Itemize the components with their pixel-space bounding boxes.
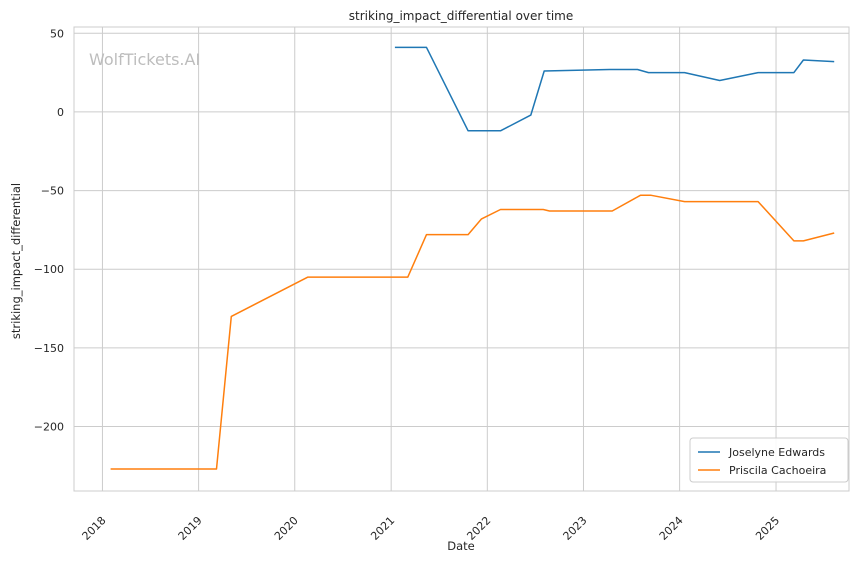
legend: Joselyne Edwards Priscila Cachoeira	[689, 437, 849, 483]
series-layer	[110, 46, 835, 470]
y-tick-label: 50	[50, 27, 64, 40]
x-axis: 2018 2019 2020 2021 2022 2023 2024 2025	[80, 514, 783, 543]
x-tick-label: 2024	[657, 514, 686, 543]
x-tick-label: 2020	[272, 514, 301, 543]
y-axis-title: striking_impact_differential	[9, 183, 23, 339]
chart-title: striking_impact_differential over time	[349, 9, 574, 23]
x-tick-label: 2023	[561, 514, 590, 543]
axes-frame	[73, 26, 850, 492]
y-tick-label: −100	[34, 263, 64, 276]
x-tick-label: 2019	[176, 514, 205, 543]
y-tick-label: 0	[57, 106, 64, 119]
y-axis: 50 0 −50 −100 −150 −200	[34, 27, 64, 433]
legend-label-joselyne-edwards: Joselyne Edwards	[728, 446, 825, 459]
watermark: WolfTickets.AI	[89, 50, 200, 69]
x-axis-title: Date	[447, 539, 475, 553]
grid	[74, 27, 849, 491]
series-line-joselyne-edwards	[394, 46, 835, 132]
x-tick-label: 2025	[753, 514, 782, 543]
legend-label-priscila-cachoeira: Priscila Cachoeira	[729, 464, 826, 477]
x-tick-label: 2021	[368, 514, 397, 543]
series-line-priscila-cachoeira	[110, 194, 835, 470]
x-tick-label: 2018	[80, 514, 109, 543]
y-tick-label: −50	[41, 185, 64, 198]
y-tick-label: −150	[34, 342, 64, 355]
legend-box	[689, 437, 849, 483]
y-tick-label: −200	[34, 421, 64, 434]
plot-frame	[73, 26, 850, 492]
